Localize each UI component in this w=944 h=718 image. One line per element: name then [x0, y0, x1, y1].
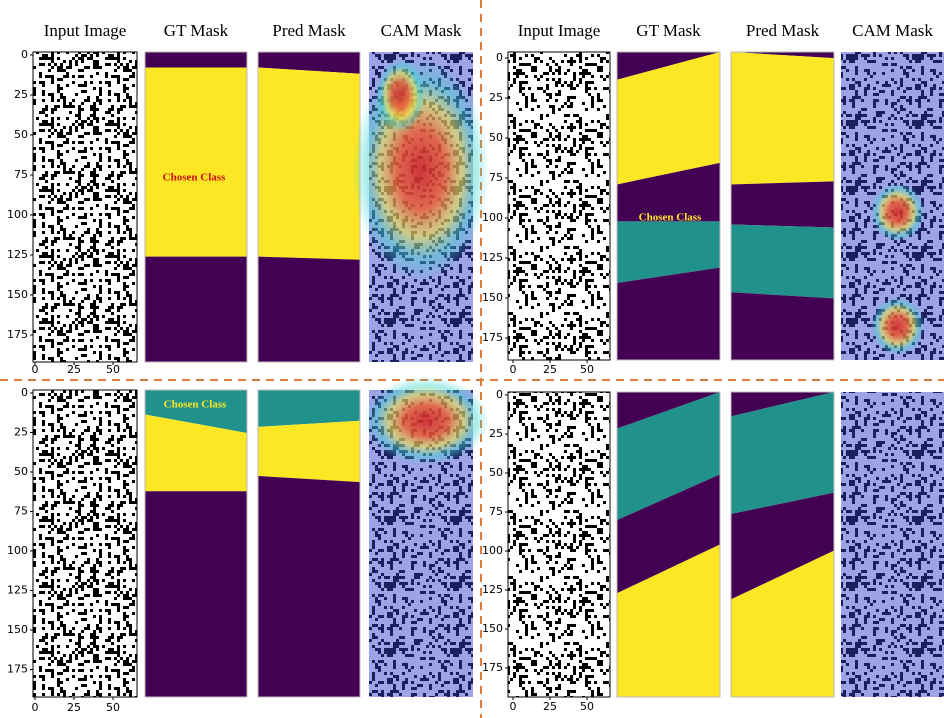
x-tick-label: 50: [580, 700, 594, 713]
column-header: Pred Mask: [272, 21, 346, 40]
cam-image: [841, 392, 944, 697]
gt-mask-region: [145, 52, 247, 68]
x-tick-label: 0: [510, 700, 517, 713]
y-tick-label: 100: [482, 544, 503, 557]
x-tick-label: 50: [580, 363, 594, 376]
y-tick-label: 25: [14, 426, 28, 439]
x-tick-label: 0: [32, 363, 39, 376]
y-tick-label: 150: [482, 291, 503, 304]
chosen-class-label: Chosen Class: [164, 399, 227, 411]
x-tick-label: 25: [67, 701, 81, 714]
input-image: [33, 52, 137, 362]
y-tick-label: 75: [489, 171, 503, 184]
cam-heat: [364, 376, 489, 464]
y-tick-label: 150: [482, 622, 503, 635]
x-tick-label: 50: [106, 701, 120, 714]
column-header: GT Mask: [636, 21, 701, 40]
cam-heat: [870, 183, 924, 242]
pred-mask-region: [731, 52, 834, 184]
x-tick-label: 25: [67, 363, 81, 376]
y-tick-label: 0: [21, 48, 28, 61]
figure: Input Image GT Mask Pred Mask CAM Mask Chose…: [0, 0, 944, 718]
gt-mask-region: [145, 68, 247, 257]
chosen-class-label: Chosen Class: [639, 212, 702, 224]
gt-mask-region: [617, 268, 720, 360]
y-tick-label: 175: [7, 328, 28, 341]
cam-heat: [870, 297, 924, 356]
y-tick-label: 75: [14, 168, 28, 181]
pred-mask-region: [258, 390, 360, 427]
y-tick-label: 50: [14, 465, 28, 478]
column-header: CAM Mask: [381, 21, 462, 40]
cam-heat: [375, 58, 425, 132]
y-tick-label: 125: [482, 251, 503, 264]
y-tick-label: 50: [14, 128, 28, 141]
pred-mask-region: [731, 292, 834, 360]
y-tick-label: 25: [489, 91, 503, 104]
x-tick-label: 0: [510, 363, 517, 376]
pred-mask-region: [258, 257, 360, 362]
y-tick-label: 100: [7, 544, 28, 557]
pred-mask-region: [731, 224, 834, 298]
y-tick-label: 25: [489, 427, 503, 440]
column-header: CAM Mask: [852, 21, 933, 40]
input-image: [508, 52, 610, 360]
y-tick-label: 75: [14, 505, 28, 518]
pred-mask-region: [258, 68, 360, 260]
y-tick-label: 50: [489, 466, 503, 479]
input-image: [508, 392, 610, 697]
column-header: Pred Mask: [746, 21, 820, 40]
y-tick-label: 0: [21, 386, 28, 399]
input-image: [33, 390, 137, 697]
y-tick-label: 100: [7, 208, 28, 221]
x-tick-label: 0: [32, 701, 39, 714]
y-tick-label: 0: [496, 51, 503, 64]
gt-mask-region: [145, 257, 247, 362]
gt-mask-region: [145, 491, 247, 697]
y-tick-label: 50: [489, 131, 503, 144]
y-tick-label: 150: [7, 623, 28, 636]
y-tick-label: 125: [7, 584, 28, 597]
y-tick-label: 75: [489, 505, 503, 518]
y-tick-label: 175: [7, 663, 28, 676]
y-tick-label: 175: [482, 661, 503, 674]
column-header: Input Image: [518, 21, 601, 40]
pred-mask-region: [258, 476, 360, 697]
chosen-class-label: Chosen Class: [163, 172, 226, 184]
column-header: Input Image: [44, 21, 127, 40]
y-tick-label: 25: [14, 88, 28, 101]
y-tick-label: 150: [7, 288, 28, 301]
x-tick-label: 25: [543, 363, 557, 376]
y-tick-label: 125: [7, 248, 28, 261]
column-header: GT Mask: [164, 21, 229, 40]
x-tick-label: 50: [106, 363, 120, 376]
y-tick-label: 175: [482, 331, 503, 344]
y-tick-label: 0: [496, 388, 503, 401]
y-tick-label: 125: [482, 583, 503, 596]
pred-mask-region: [258, 421, 360, 482]
pred-mask-region: [731, 181, 834, 227]
x-tick-label: 25: [543, 700, 557, 713]
y-tick-label: 100: [482, 211, 503, 224]
